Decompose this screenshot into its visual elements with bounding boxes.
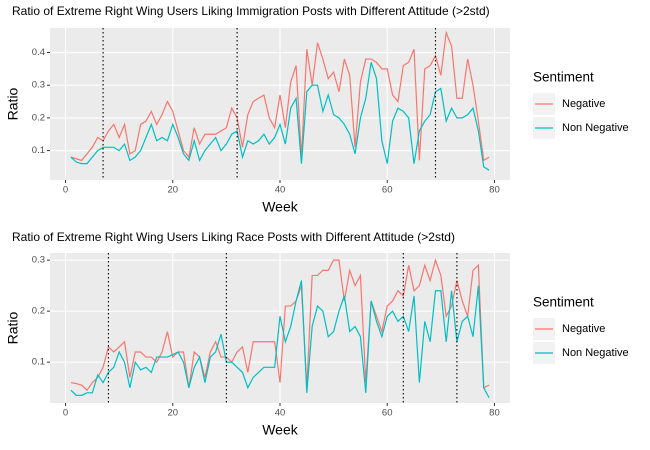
x-tick-label: 40 xyxy=(275,185,286,196)
y-tick-label: 0.3 xyxy=(32,255,45,266)
legend-label: Negative xyxy=(562,98,605,110)
chart-title: Ratio of Extreme Right Wing Users Liking… xyxy=(12,4,490,18)
y-axis-label: Ratio xyxy=(5,87,21,120)
x-tick-label: 80 xyxy=(489,185,500,196)
x-tick-label: 0 xyxy=(63,185,68,196)
chart-title: Ratio of Extreme Right Wing Users Liking… xyxy=(12,230,455,244)
x-tick-label: 60 xyxy=(382,408,393,419)
x-axis-label: Week xyxy=(262,199,299,215)
legend-title: Sentiment xyxy=(533,70,594,85)
y-tick-label: 0.2 xyxy=(32,112,45,123)
legend-title: Sentiment xyxy=(533,295,594,310)
x-tick-label: 20 xyxy=(167,185,178,196)
x-tick-label: 20 xyxy=(167,408,178,419)
legend-label: Non Negative xyxy=(562,347,629,359)
x-tick-label: 60 xyxy=(382,185,393,196)
y-tick-label: 0.4 xyxy=(32,47,45,58)
y-tick-label: 0.2 xyxy=(32,306,45,317)
x-tick-label: 80 xyxy=(489,408,500,419)
series-line xyxy=(70,62,490,171)
y-tick-label: 0.3 xyxy=(32,80,45,91)
y-axis-label: Ratio xyxy=(5,311,21,344)
x-tick-label: 40 xyxy=(275,408,286,419)
legend-label: Negative xyxy=(562,323,605,335)
series-line xyxy=(70,30,490,162)
legend-label: Non Negative xyxy=(562,122,629,134)
y-tick-label: 0.1 xyxy=(32,145,45,156)
x-axis-label: Week xyxy=(262,422,299,438)
x-tick-label: 0 xyxy=(63,408,68,419)
y-tick-label: 0.1 xyxy=(32,357,45,368)
series-line xyxy=(70,280,490,399)
series-line xyxy=(70,258,490,392)
